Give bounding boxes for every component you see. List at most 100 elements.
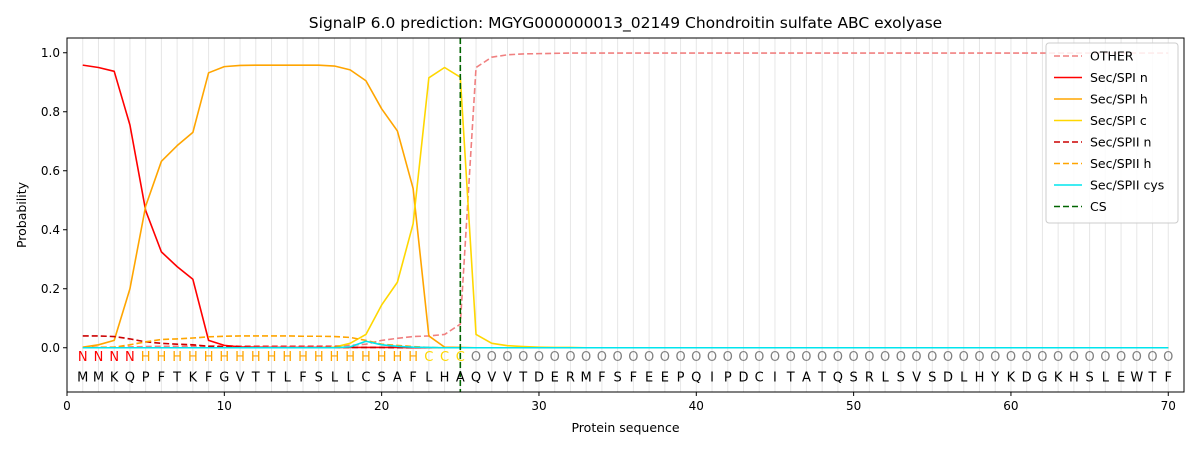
region-label: H: [188, 350, 198, 365]
residue-letter: H: [440, 370, 450, 385]
region-label: O: [817, 350, 827, 365]
residue-letter: Y: [990, 370, 999, 385]
residue-letter: F: [630, 370, 637, 385]
residue-letter: A: [802, 370, 811, 385]
region-label: O: [911, 350, 921, 365]
residue-letter: P: [677, 370, 685, 385]
residue-letter: F: [1165, 370, 1172, 385]
legend-entry: Sec/SPI h: [1090, 92, 1148, 107]
y-tick-label: 0.2: [41, 282, 60, 296]
residue-letter: V: [236, 370, 245, 385]
region-label: H: [172, 350, 182, 365]
y-tick-label: 0.6: [41, 164, 60, 178]
region-label: O: [1116, 350, 1126, 365]
region-label: C: [440, 350, 449, 365]
residue-letter: T: [817, 370, 826, 385]
legend-entry: Sec/SPII h: [1090, 156, 1151, 171]
region-label: O: [849, 350, 859, 365]
region-label: N: [109, 350, 119, 365]
region-label: O: [534, 350, 544, 365]
region-label: O: [896, 350, 906, 365]
legend-entry: Sec/SPII n: [1090, 135, 1151, 150]
region-label: O: [754, 350, 764, 365]
region-label: H: [267, 350, 277, 365]
residue-letter: E: [645, 370, 653, 385]
region-label: H: [298, 350, 308, 365]
residue-letter: F: [598, 370, 605, 385]
region-label: O: [833, 350, 843, 365]
region-label: O: [1132, 350, 1142, 365]
x-axis-label: Protein sequence: [571, 420, 679, 435]
region-label: H: [219, 350, 229, 365]
x-tick-label: 0: [63, 399, 71, 413]
residue-letter: S: [315, 370, 323, 385]
region-label: N: [125, 350, 135, 365]
region-label: N: [78, 350, 88, 365]
y-tick-label: 0.8: [41, 105, 60, 119]
region-label: O: [1163, 350, 1173, 365]
residue-letter: T: [172, 370, 181, 385]
region-label: H: [235, 350, 245, 365]
series-line-sec-spii-cys: [82, 340, 1169, 349]
plot-frame: [66, 37, 1185, 393]
residue-letter: E: [661, 370, 669, 385]
region-label: O: [990, 350, 1000, 365]
region-label: O: [864, 350, 874, 365]
region-label: O: [471, 350, 481, 365]
residue-letter: G: [219, 370, 229, 385]
residue-letter: D: [738, 370, 748, 385]
residue-letter: A: [393, 370, 402, 385]
residue-letter: T: [251, 370, 260, 385]
residue-letter: H: [1069, 370, 1079, 385]
region-label: O: [613, 350, 623, 365]
residue-letter: M: [93, 370, 104, 385]
region-label: H: [392, 350, 402, 365]
residue-letter: E: [551, 370, 559, 385]
x-tick-label: 60: [1003, 399, 1018, 413]
y-tick-label: 0.4: [41, 223, 60, 237]
x-tick-label: 20: [374, 399, 389, 413]
residue-letter: S: [614, 370, 622, 385]
residue-letter: L: [1102, 370, 1110, 385]
residue-letter: K: [189, 370, 198, 385]
y-axis-label: Probability: [14, 181, 29, 248]
residue-letter: L: [960, 370, 968, 385]
residue-letter: I: [773, 370, 777, 385]
region-label: H: [377, 350, 387, 365]
x-tick-label: 70: [1161, 399, 1176, 413]
x-tick-label: 10: [217, 399, 232, 413]
region-label: H: [141, 350, 151, 365]
region-label: O: [1069, 350, 1079, 365]
region-label: O: [707, 350, 717, 365]
region-label: C: [456, 350, 465, 365]
residue-letter: L: [425, 370, 433, 385]
region-label: O: [487, 350, 497, 365]
residue-letter: D: [534, 370, 544, 385]
legend-box: [1045, 42, 1179, 224]
residue-letter: L: [881, 370, 889, 385]
region-label: H: [251, 350, 261, 365]
region-label: O: [723, 350, 733, 365]
residue-letter: F: [409, 370, 416, 385]
residue-letter: M: [581, 370, 592, 385]
region-label: O: [770, 350, 780, 365]
region-label: O: [974, 350, 984, 365]
residue-letter: S: [928, 370, 936, 385]
region-label: H: [282, 350, 292, 365]
legend-entry: OTHER: [1090, 49, 1134, 64]
residue-letter: P: [142, 370, 150, 385]
region-label: O: [738, 350, 748, 365]
legend-entry: CS: [1090, 199, 1107, 214]
region-label: O: [550, 350, 560, 365]
region-label: O: [1022, 350, 1032, 365]
residue-letter: T: [267, 370, 276, 385]
series-line-sec-spi-h: [82, 64, 1169, 349]
region-label: H: [330, 350, 340, 365]
residue-letter: V: [912, 370, 921, 385]
region-label: O: [691, 350, 701, 365]
residue-letter: W: [1130, 370, 1143, 385]
chart-legend: OTHER Sec/SPI n Sec/SPI h Sec/SPI c Sec/SPII…: [1045, 42, 1179, 224]
region-label: O: [786, 350, 796, 365]
region-label: O: [675, 350, 685, 365]
legend-entry: Sec/SPII cys: [1090, 178, 1164, 193]
